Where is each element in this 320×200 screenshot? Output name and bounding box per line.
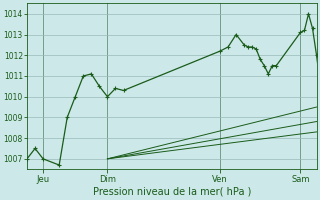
X-axis label: Pression niveau de la mer( hPa ): Pression niveau de la mer( hPa ) bbox=[92, 187, 251, 197]
